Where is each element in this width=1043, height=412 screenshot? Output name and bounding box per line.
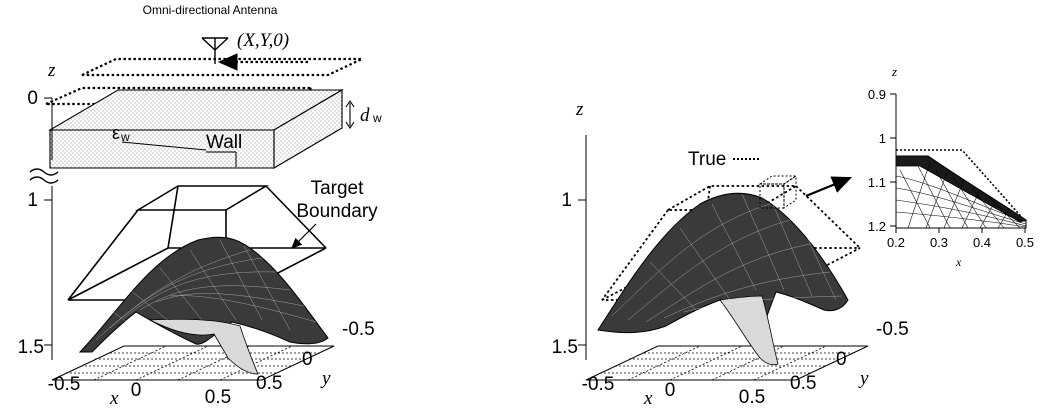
- y-tick-1: -0.5: [342, 319, 375, 340]
- z-tick-1: 1: [27, 190, 38, 211]
- right-y-tick-1: -0.5: [876, 319, 909, 340]
- y-axis-label: y: [320, 368, 331, 389]
- legend-true-label: True: [688, 149, 726, 170]
- wall-thickness-marker: [345, 100, 355, 129]
- right-y-axis-label: y: [858, 368, 869, 389]
- right-x-tick-2: 0: [665, 380, 676, 401]
- antenna-label: Omni-directional Antenna: [143, 3, 278, 17]
- right-x-tick-1: -0.5: [582, 374, 615, 395]
- target-label-line2: Boundary: [296, 201, 378, 222]
- inset-x-tick-4: 0.5: [1016, 235, 1034, 250]
- right-x-axis-label: x: [643, 388, 653, 409]
- inset-z-axis-label: z: [891, 64, 897, 79]
- right-y-tick-2: 0: [836, 349, 847, 370]
- right-reconstructed-surface: [597, 192, 849, 366]
- inset-z-tick-4: 1.2: [868, 219, 886, 234]
- axis-break-icon: [29, 168, 59, 184]
- target-label-line1: Target: [311, 178, 365, 199]
- x-axis-label: x: [109, 388, 119, 409]
- left-panel: Omni-directional Antenna (X,Y,0) d w ε w: [18, 3, 382, 409]
- wall-label: Wall: [206, 132, 242, 153]
- inset-x-tick-1: 0.2: [887, 235, 905, 250]
- right-panel: z 1 1.5 True: [552, 99, 909, 409]
- x-tick-1: -0.5: [48, 374, 81, 395]
- right-x-tick-3: 0.5: [739, 387, 765, 408]
- floor-grid: [51, 345, 335, 381]
- reconstructed-surface: [78, 236, 329, 375]
- wall-thickness-symbol: d: [360, 105, 370, 126]
- right-floor-grid-lines: [600, 345, 854, 381]
- z-tick-1.5: 1.5: [18, 337, 44, 358]
- inset-plot: z 0.9 1 1.1 1.2 0.2 0.3 0.4 0.5 x: [868, 64, 1034, 269]
- right-z-axis: [578, 135, 587, 360]
- zoom-box: [758, 175, 798, 209]
- inset-z-tick-2: 1: [879, 131, 886, 146]
- permittivity-subscript: w: [120, 130, 130, 144]
- target-label-arrow: [291, 223, 317, 249]
- permittivity-symbol: ε: [112, 123, 120, 143]
- right-floor-grid: [585, 345, 869, 381]
- right-z-tick-1.5: 1.5: [552, 337, 578, 358]
- inset-true-boundary: [896, 149, 1027, 223]
- inset-mesh: [895, 155, 1027, 229]
- antenna-coordinate: (X,Y,0): [237, 30, 289, 51]
- wall-thickness-subscript: w: [372, 111, 382, 125]
- wall-label-leader: [121, 141, 237, 167]
- y-tick-3: 0.5: [256, 373, 282, 394]
- x-tick-3: 0.5: [205, 387, 231, 408]
- zoom-arrow: [805, 176, 853, 198]
- wall-slab: [47, 89, 345, 169]
- right-y-tick-3: 0.5: [790, 373, 816, 394]
- inset-z-tick-3: 1.1: [868, 175, 886, 190]
- inset-x-axis-label: x: [955, 255, 962, 269]
- z-axis-label: z: [47, 60, 56, 81]
- x-tick-2: 0: [131, 380, 142, 401]
- inset-z-tick-1: 0.9: [868, 87, 886, 102]
- inset-x-tick-2: 0.3: [930, 235, 948, 250]
- y-tick-2: 0: [302, 349, 313, 370]
- inset-x-tick-3: 0.4: [973, 235, 991, 250]
- floor-grid-lines: [66, 345, 320, 381]
- right-z-axis-label: z: [575, 99, 584, 120]
- z-tick-0: 0: [27, 88, 38, 109]
- z-axis: [44, 97, 53, 360]
- right-z-tick-1: 1: [561, 190, 572, 211]
